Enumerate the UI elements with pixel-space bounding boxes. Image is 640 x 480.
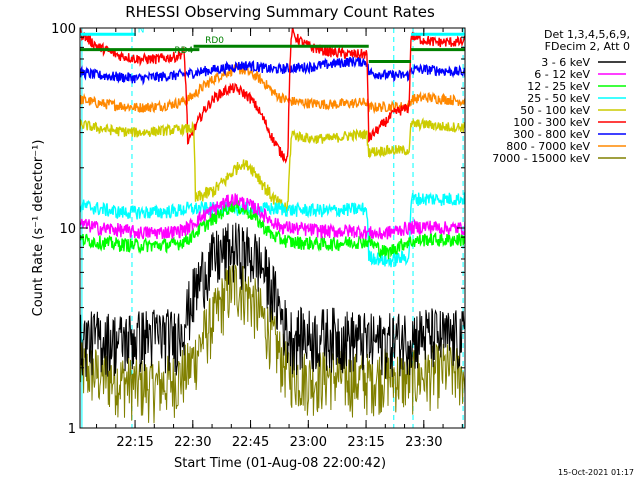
series-line-25-50-kev — [80, 191, 465, 268]
legend-label: 100 - 300 keV — [513, 116, 590, 129]
series-line-6-12-kev — [80, 193, 465, 240]
legend-label: 7000 - 15000 keV — [492, 152, 590, 165]
annotation-n: N — [138, 25, 145, 35]
plot-area: N RD0 RD4 — [80, 25, 465, 428]
legend-label: 300 - 800 keV — [513, 128, 590, 141]
legend-label: 3 - 6 keV — [541, 56, 590, 69]
x-tick-label: 23:00 — [290, 435, 327, 450]
y-tick-label: 1 — [68, 422, 76, 437]
series-line-100-300-kev — [80, 28, 465, 164]
legend-label: 6 - 12 keV — [534, 68, 590, 81]
x-tick-label: 22:15 — [116, 435, 153, 450]
axes: 1 10 100 22:15 22:30 22:45 23:00 23:15 23:30 — [51, 22, 466, 450]
series-line-50-100-kev — [80, 117, 465, 213]
x-tick-label: 22:30 — [174, 435, 211, 450]
legend: Det 1,3,4,5,6,9,FDecim 2, Att 0 3 - 6 keV… — [492, 28, 630, 165]
series-line-300-800-kev — [80, 56, 465, 86]
legend-label: 12 - 25 keV — [527, 80, 590, 93]
y-tick-label: 10 — [59, 222, 76, 237]
y-axis-label: Count Rate (s⁻¹ detector⁻¹) — [31, 140, 46, 317]
annotation-rd4: RD4 — [174, 46, 193, 56]
legend-label: 25 - 50 keV — [527, 92, 590, 105]
legend-header: Det 1,3,4,5,6,9, — [544, 28, 630, 41]
x-tick-label: 23:15 — [347, 435, 384, 450]
y-tick-label: 100 — [51, 22, 76, 37]
generation-timestamp: 15-Oct-2021 01:17 — [558, 468, 634, 477]
legend-label: 50 - 100 keV — [520, 104, 590, 117]
legend-header: FDecim 2, Att 0 — [545, 40, 630, 53]
chart-title: RHESSI Observing Summary Count Rates — [125, 3, 435, 21]
legend-label: 800 - 7000 keV — [506, 140, 590, 153]
x-tick-label: 23:30 — [405, 435, 442, 450]
x-axis-label: Start Time (01-Aug-08 22:00:42) — [174, 456, 386, 471]
series-line-12-25-kev — [80, 200, 465, 260]
series-line-3-6-kev — [80, 222, 465, 379]
annotation-rd0: RD0 — [205, 36, 224, 46]
x-tick-label: 22:45 — [232, 435, 269, 450]
